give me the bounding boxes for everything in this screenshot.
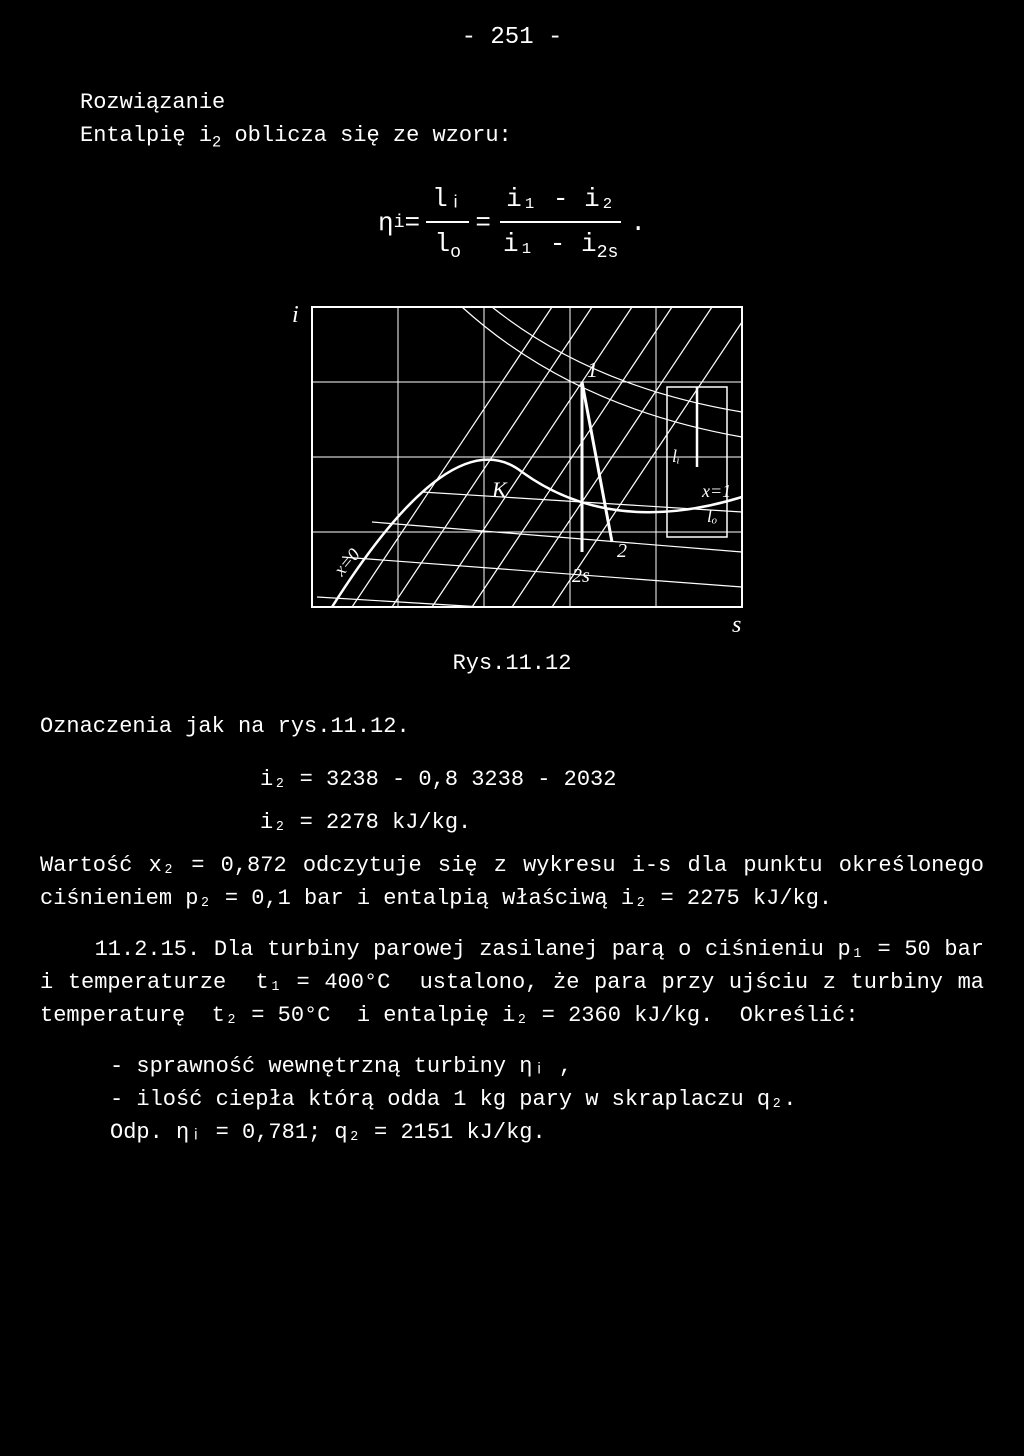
intro-suffix: oblicza się ze wzoru: — [221, 123, 511, 148]
answer-line: Odp. ηᵢ = 0,781; q₂ = 2151 kJ/kg. — [40, 1116, 984, 1149]
f1-den-sub: o — [450, 243, 461, 263]
frac1-den: lo — [428, 223, 467, 267]
frac2: i₁ - i₂ i₁ - i2s — [497, 180, 624, 267]
diagram-container: i s K x=0 x=1 1 2s — [40, 297, 984, 637]
label-x0: x=0 — [329, 544, 364, 580]
frac1: lᵢ lo — [426, 180, 469, 267]
frac2-den: i₁ - i2s — [497, 223, 624, 267]
axis-s-label: s — [732, 612, 741, 637]
eta: η — [378, 204, 394, 243]
solution-heading: Rozwiązanie — [80, 86, 984, 119]
f2-den-text: i₁ - i — [503, 229, 597, 259]
solution-heading-block: Rozwiązanie Entalpię i2 oblicza się ze w… — [40, 86, 984, 155]
f2-den-sub: 2s — [597, 243, 619, 263]
eta-sub: i — [394, 210, 405, 237]
equation-2: i₂ = 2278 kJ/kg. — [40, 806, 984, 839]
notation-line: Oznaczenia jak na rys.11.12. — [40, 710, 984, 743]
figure-caption: Rys.11.12 — [40, 647, 984, 680]
frac2-num: i₁ - i₂ — [500, 180, 621, 223]
label-2: 2 — [617, 540, 627, 562]
intro-prefix: Entalpię i — [80, 123, 212, 148]
label-k: K — [491, 477, 508, 502]
axis-i-label: i — [292, 302, 299, 328]
paragraph-2: 11.2.15. Dla turbiny parowej zasilanej p… — [40, 933, 984, 1032]
label-li: lᵢ — [672, 446, 680, 466]
eq1: = — [405, 204, 421, 243]
bullet-1: - sprawność wewnętrzną turbiny ηᵢ , — [40, 1050, 984, 1083]
frac1-num: lᵢ — [426, 180, 469, 223]
intro-sub: 2 — [212, 133, 221, 151]
equation-1: i₂ = 3238 - 0,8 3238 - 2032 — [40, 763, 984, 796]
label-2s: 2s — [572, 565, 590, 587]
page-number: - 251 - — [40, 20, 984, 56]
f1-den-text: l — [434, 229, 450, 259]
eq2: = — [475, 204, 491, 243]
main-formula: ηi = lᵢ lo = i₁ - i₂ i₁ - i2s . — [40, 180, 984, 267]
paragraph-1: Wartość x₂ = 0,872 odczytuje się z wykre… — [40, 849, 984, 915]
formula-period: . — [630, 204, 646, 243]
intro-line: Entalpię i2 oblicza się ze wzoru: — [80, 119, 984, 155]
is-diagram: i s K x=0 x=1 1 2s — [262, 297, 762, 637]
label-lo: lₒ — [707, 506, 717, 526]
bullet-2: - ilość ciepła którą odda 1 kg pary w sk… — [40, 1083, 984, 1116]
label-1: 1 — [587, 357, 598, 382]
